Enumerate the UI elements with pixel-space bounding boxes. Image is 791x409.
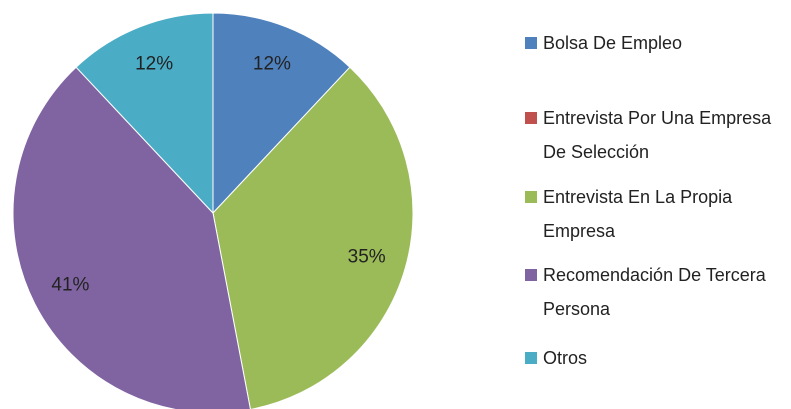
legend-swatch <box>525 191 537 203</box>
legend-label: Recomendación De Tercera Persona <box>543 265 766 319</box>
pie-slice <box>12 66 251 409</box>
data-label: 12% <box>253 53 291 74</box>
pie-slice <box>212 12 351 215</box>
legend-swatch <box>525 112 537 124</box>
legend-entry: Entrevista Por Una Empresa De Selección <box>525 101 787 169</box>
legend-swatch <box>525 352 537 364</box>
legend-swatch <box>525 37 537 49</box>
legend-entry: Recomendación De Tercera Persona <box>525 258 787 326</box>
pie-slice <box>212 66 414 409</box>
legend-entry: Otros <box>525 341 787 375</box>
legend-label: Otros <box>543 348 588 368</box>
data-label: 41% <box>51 275 89 296</box>
legend-entry: Bolsa De Empleo <box>525 26 787 60</box>
pie-slice <box>75 12 214 215</box>
legend-label: Entrevista En La Propia Empresa <box>543 187 733 241</box>
legend-label: Entrevista Por Una Empresa De Selección <box>543 108 772 162</box>
data-label: 12% <box>135 53 173 74</box>
legend-entry: Entrevista En La Propia Empresa <box>525 180 787 248</box>
data-label: 35% <box>348 247 386 268</box>
legend-swatch <box>525 269 537 281</box>
legend-label: Bolsa De Empleo <box>543 33 683 53</box>
